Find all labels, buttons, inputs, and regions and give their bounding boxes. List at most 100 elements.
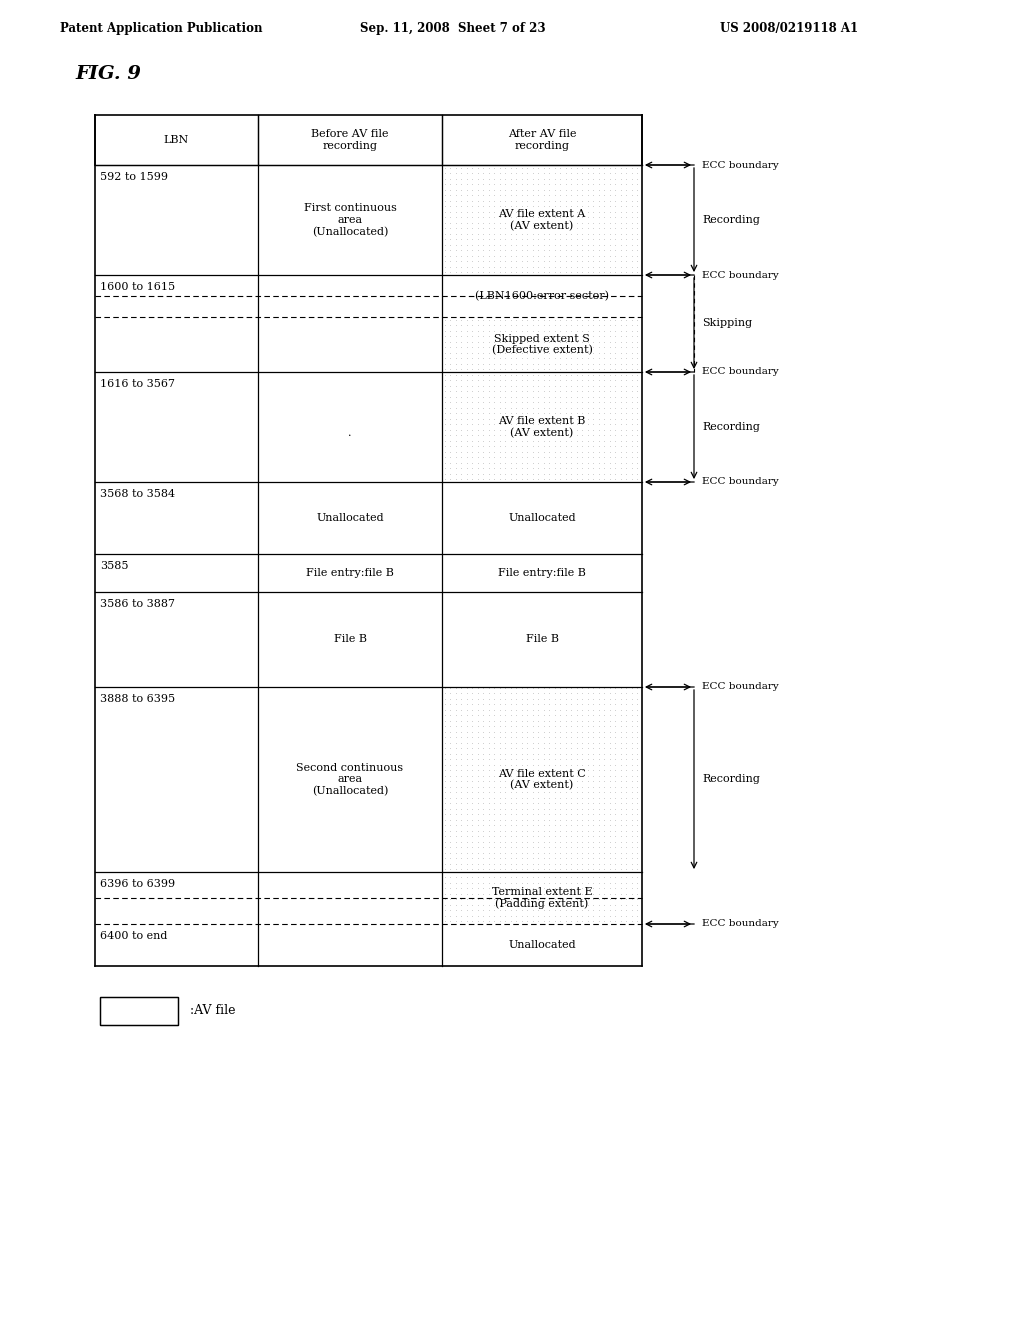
Point [497,180,513,201]
Point [547,195,563,216]
Point [508,766,524,787]
Point [530,911,547,932]
Point [607,446,624,467]
Point [601,743,617,764]
Point [530,162,547,183]
Point [464,331,480,352]
Text: Unallocated: Unallocated [508,940,575,950]
Point [464,873,480,894]
Point [541,446,557,467]
Point [580,201,596,222]
Point [524,190,541,211]
Point [624,900,640,921]
Point [624,776,640,797]
Point [568,793,585,814]
Point [508,207,524,228]
Point [596,420,612,441]
Point [447,826,464,847]
Point [596,682,612,704]
Point [519,733,536,754]
Point [596,878,612,899]
Point [552,688,568,709]
Point [470,228,486,249]
Point [470,705,486,726]
Point [519,234,536,255]
Point [580,430,596,451]
Point [514,364,530,385]
Point [514,261,530,282]
Point [563,218,580,239]
Point [530,842,547,863]
Point [464,677,480,698]
Point [122,995,138,1016]
Text: 3585: 3585 [100,561,128,572]
Point [486,354,503,375]
Point [530,715,547,737]
Point [612,251,629,272]
Point [519,710,536,731]
Point [486,168,503,189]
Point [574,453,591,474]
Point [601,190,617,211]
Point [508,190,524,211]
Point [563,261,580,282]
Point [574,705,591,726]
Point [607,888,624,909]
Point [585,218,601,239]
Point [618,337,635,358]
Point [624,201,640,222]
Point [624,469,640,490]
Point [464,883,480,904]
Point [138,990,155,1011]
Point [624,820,640,841]
Point [524,234,541,255]
Point [563,185,580,206]
Point [585,446,601,467]
Point [601,218,617,239]
Text: ECC boundary: ECC boundary [702,478,778,487]
Point [557,326,573,347]
Point [541,213,557,234]
Point [624,168,640,189]
Point [464,826,480,847]
Point [508,441,524,462]
Point [536,906,552,927]
Point [436,157,453,178]
Point [629,688,645,709]
Point [585,894,601,915]
Point [557,446,573,467]
Point [574,463,591,484]
Point [492,705,508,726]
Point [514,873,530,894]
Point [530,195,547,216]
Point [624,458,640,479]
Point [547,804,563,825]
Point [601,688,617,709]
Point [475,766,492,787]
Point [557,754,573,775]
Point [480,413,497,434]
Point [536,766,552,787]
Point [596,195,612,216]
Point [514,799,530,820]
Point [436,364,453,385]
Point [536,180,552,201]
Point [530,261,547,282]
Point [624,326,640,347]
Point [480,370,497,391]
Point [596,748,612,770]
Point [497,195,513,216]
Point [541,832,557,853]
Point [459,727,475,748]
Point [94,995,111,1016]
Point [497,458,513,479]
Point [563,832,580,853]
Point [568,342,585,363]
Point [475,733,492,754]
Point [453,787,469,808]
Point [618,190,635,211]
Point [150,1011,166,1032]
Point [607,185,624,206]
Point [480,185,497,206]
Point [574,314,591,335]
